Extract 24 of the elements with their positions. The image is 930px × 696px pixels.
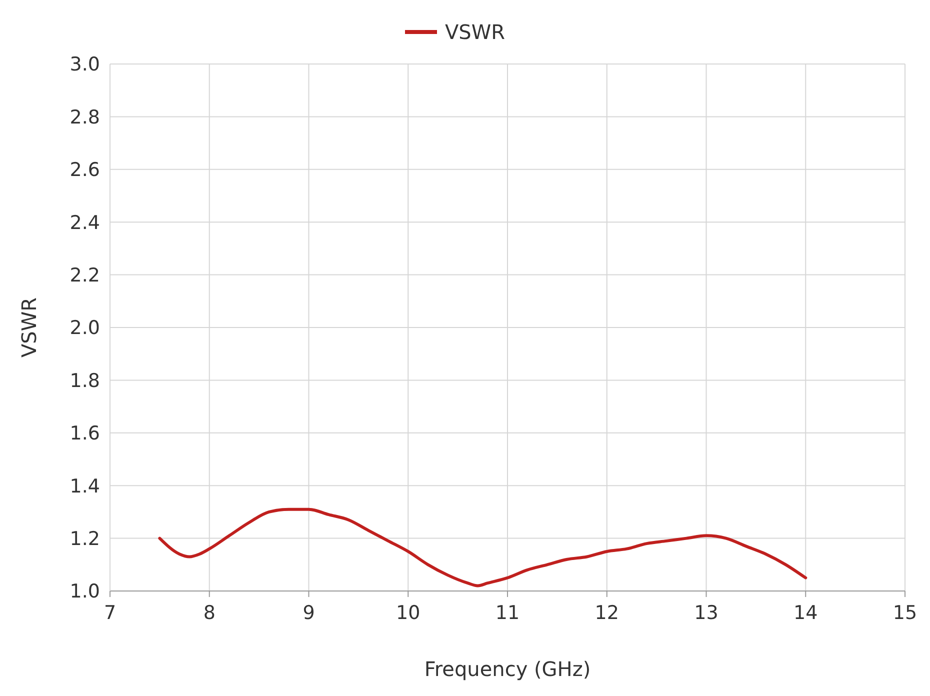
y-tick-label: 2.0: [70, 317, 100, 340]
y-tick-label: 2.2: [70, 264, 100, 286]
y-tick-label: 1.0: [70, 580, 100, 603]
y-tick-label: 2.4: [70, 212, 100, 234]
y-tick-label: 1.8: [70, 370, 100, 392]
line-series: [158, 508, 808, 588]
x-tick-label: 14: [794, 602, 818, 624]
y-tick-label: 1.6: [70, 422, 100, 445]
x-tick-label: 12: [594, 602, 619, 624]
x-axis-title: Frequency (GHz): [424, 657, 591, 681]
x-tick-label: 13: [694, 602, 718, 624]
y-tick-label: 1.2: [70, 528, 100, 550]
x-tick-label: 15: [892, 602, 918, 624]
y-axis-title: VSWR: [17, 297, 41, 358]
y-tick-label: 2.6: [70, 159, 100, 182]
x-tick-label: 10: [396, 602, 420, 624]
x-tick-label: 7: [104, 602, 116, 624]
x-tick-label: 9: [302, 602, 315, 624]
x-tick-label: 11: [495, 602, 520, 624]
y-tick-label: 2.8: [70, 106, 100, 128]
legend-label: VSWR: [445, 20, 506, 44]
y-tick-label: 3.0: [70, 54, 100, 76]
y-tick-label: 1.4: [70, 475, 100, 498]
x-tick-label: 8: [203, 602, 216, 624]
